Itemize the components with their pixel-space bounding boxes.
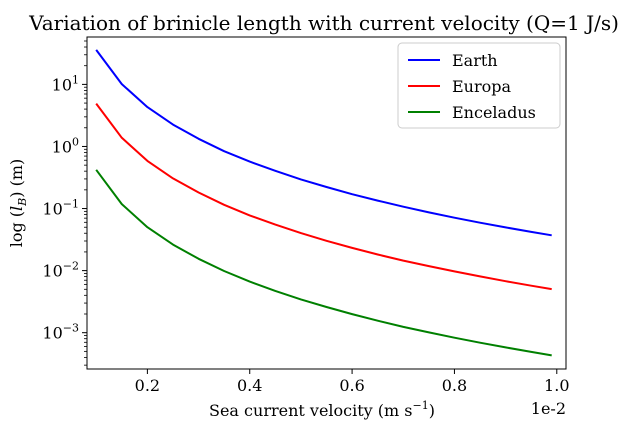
legend-label-europa: Europa [452, 77, 512, 96]
plot-area [86, 36, 567, 370]
series-lines [95, 49, 552, 357]
legend-box [397, 42, 561, 129]
y-tick-label: 10−3 [42, 322, 79, 343]
x-axis-ticks: 0.2 0.4 0.6 0.8 1.0 [135, 369, 570, 395]
x-tick-label: 0.6 [339, 376, 364, 395]
y-tick-label: 10−1 [42, 198, 79, 219]
y-axis-label: log (lB) (m) [7, 159, 29, 248]
x-axis-label: Sea current velocity (m s−1) [209, 399, 435, 420]
series-line-enceladus [95, 169, 552, 357]
chart-title: Variation of brinicle length with curren… [28, 11, 619, 35]
legend-label-earth: Earth [452, 51, 498, 70]
x-tick-label: 0.8 [442, 376, 467, 395]
y-tick-label: 101 [52, 73, 79, 94]
axes-frame [86, 36, 567, 370]
series-line-europa [95, 103, 552, 291]
legend-label-enceladus: Enceladus [452, 103, 536, 122]
series-line-earth [95, 49, 552, 237]
x-tick-label: 0.2 [135, 376, 160, 395]
legend: Earth Europa Enceladus [397, 42, 561, 129]
y-tick-label: 100 [52, 135, 79, 156]
x-tick-label: 1.0 [544, 376, 569, 395]
x-axis-offset-text: 1e-2 [531, 399, 566, 418]
y-tick-label: 10−2 [42, 260, 79, 281]
x-tick-label: 0.4 [237, 376, 262, 395]
y-axis-ticks: 10−3 10−2 10−1 100 101 [42, 40, 87, 366]
